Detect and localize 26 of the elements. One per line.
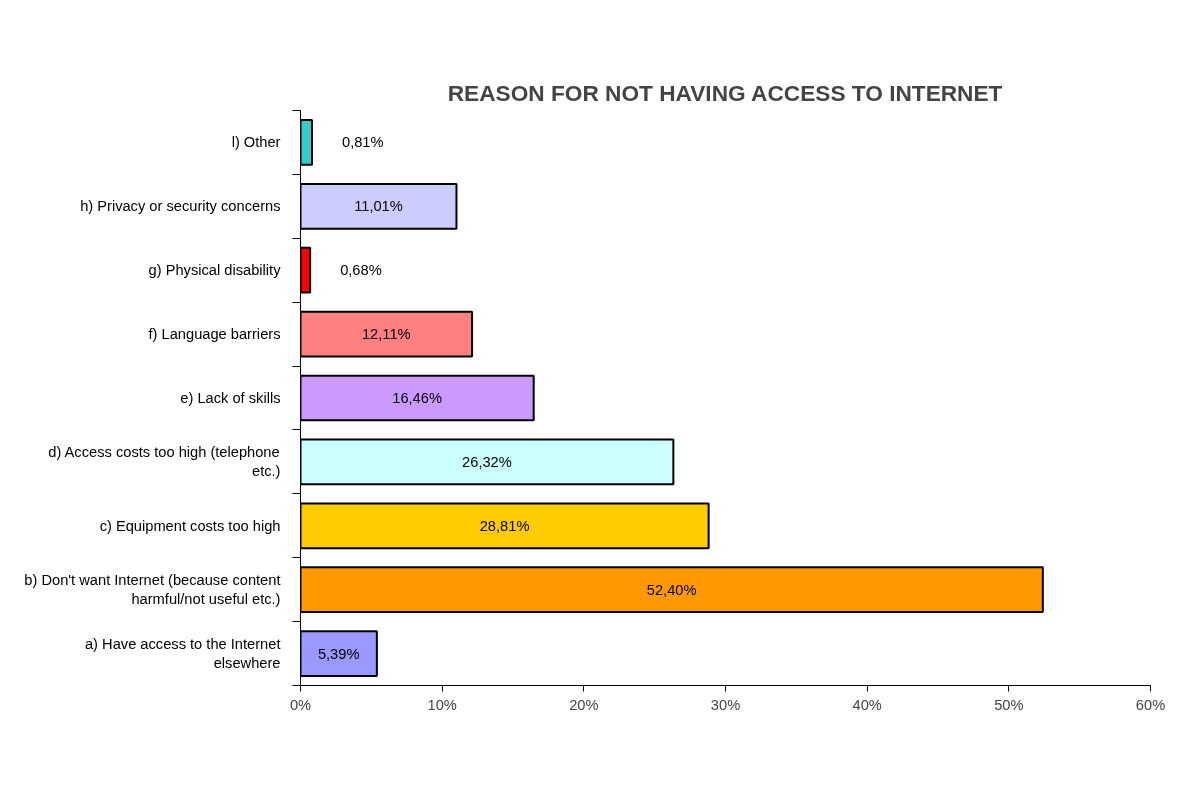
data-label: 0,81% bbox=[341, 134, 384, 151]
x-tick-label: 60% bbox=[1135, 696, 1166, 713]
y-tick-label: b) Don't want Internet (because content harmful/not useful etc.) bbox=[24, 572, 281, 608]
y-tick-label: f) Language barriers bbox=[148, 326, 281, 343]
data-label: 16,46% bbox=[392, 390, 442, 406]
y-tick-label: e) Lack of skills bbox=[180, 390, 281, 406]
data-label: 11,01% bbox=[354, 198, 403, 215]
y-tick-label: d) Access costs too high (telephone etc.) bbox=[48, 444, 281, 480]
y-tick-label: g) Physical disability bbox=[148, 262, 282, 279]
x-tick-label: 0% bbox=[289, 696, 312, 713]
data-label: 0,68% bbox=[340, 262, 382, 279]
y-tick-label: h) Privacy or security concerns bbox=[80, 198, 281, 215]
data-label: 52,40% bbox=[646, 581, 697, 598]
x-tick-label: 40% bbox=[852, 696, 882, 713]
data-label: 5,39% bbox=[317, 645, 360, 662]
data-label: 26,32% bbox=[462, 453, 512, 470]
chart-title: REASON FOR NOT HAVING ACCESS TO INTERNET bbox=[447, 79, 1003, 106]
y-tick-label: c) Equipment costs too high bbox=[99, 517, 281, 534]
y-tick-label: l) Other bbox=[231, 134, 281, 151]
x-tick-label: 20% bbox=[569, 696, 599, 713]
data-label: 28,81% bbox=[479, 517, 530, 534]
x-tick-label: 10% bbox=[427, 696, 457, 713]
x-tick-label: 30% bbox=[710, 696, 741, 713]
data-label: 12,11% bbox=[361, 326, 411, 343]
y-tick-label: a) Have access to the Internet elsewhere bbox=[84, 635, 281, 672]
x-tick-label: 50% bbox=[994, 696, 1024, 713]
